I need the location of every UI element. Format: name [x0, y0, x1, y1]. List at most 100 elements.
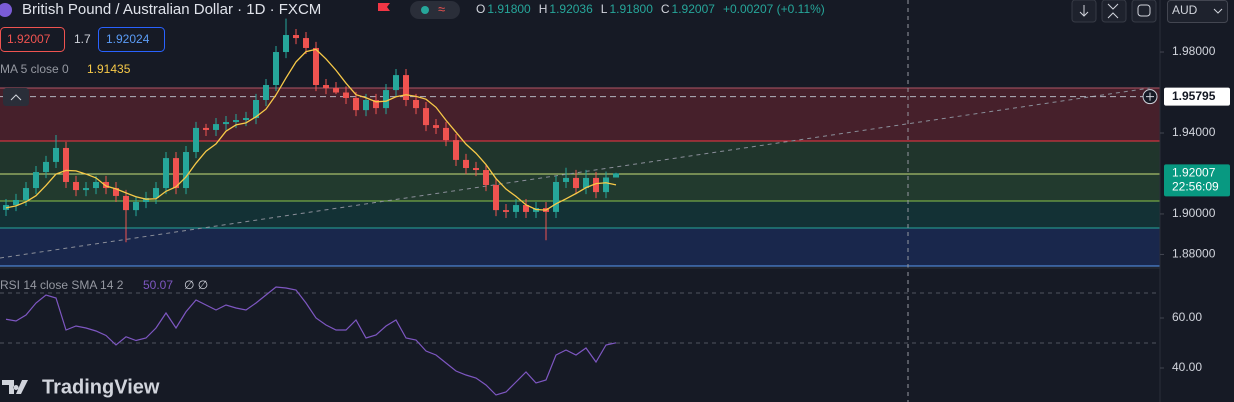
candle-body: [413, 99, 419, 109]
rsi-line: [5, 286, 617, 396]
icon: [1137, 4, 1151, 17]
candle-body: [13, 199, 19, 206]
last-price: 1.92007: [1172, 166, 1216, 180]
candle-body: [493, 185, 499, 211]
ohlc-key: O: [476, 2, 485, 16]
candle-body: [93, 181, 99, 189]
candle-body: [393, 75, 399, 91]
candle-body: [273, 52, 279, 86]
y-tick-label: 1.90000: [1172, 206, 1216, 220]
ohlc-key: L: [601, 2, 608, 16]
candle-body: [573, 177, 579, 189]
candle-body: [373, 99, 379, 109]
button[interactable]: [1131, 0, 1157, 23]
button[interactable]: [1101, 0, 1127, 23]
icon: [1079, 5, 1089, 17]
candle-body: [403, 75, 409, 100]
ohlc-value: 1.92007: [672, 2, 716, 16]
zone: [0, 174, 1160, 201]
candle-body: [113, 188, 119, 196]
rsi-extra: ∅ ∅: [184, 278, 208, 292]
toolbar: AUD: [1071, 0, 1228, 23]
logo-text: TradingView: [42, 376, 160, 398]
candle-body: [453, 140, 459, 160]
candle-body: [233, 120, 239, 123]
candle-body: [53, 147, 59, 162]
candle-body: [293, 35, 299, 39]
candle-body: [363, 99, 369, 111]
candle-body: [343, 92, 349, 98]
status-icon: ≈: [438, 1, 445, 16]
candle-body: [383, 90, 389, 109]
candle-body: [283, 35, 289, 53]
buy-price[interactable]: 1.92024: [106, 32, 150, 46]
candle-body: [83, 188, 89, 191]
zone: [0, 201, 1160, 228]
candle-body: [263, 85, 269, 100]
candle-body: [603, 177, 609, 193]
collapse-button[interactable]: [3, 88, 29, 106]
rsi-legend: RSI 14 close SMA 14 2: [0, 278, 124, 292]
currency-button[interactable]: [1167, 0, 1228, 23]
candle-body: [503, 210, 509, 212]
ohlc-key: H: [539, 2, 548, 16]
candle-body: [423, 108, 429, 126]
flag-icon[interactable]: [378, 3, 390, 11]
candle-body: [243, 118, 249, 121]
y-tick-label: 1.94000: [1172, 125, 1216, 139]
logo-mark: [2, 380, 28, 394]
y-tick-label: 60.00: [1172, 310, 1202, 324]
ohlc-key: C: [661, 2, 670, 16]
candle-body: [513, 205, 519, 212]
price-label: 1.95795: [1172, 89, 1216, 103]
collapse-icon: [10, 94, 22, 101]
candle-body: [103, 181, 109, 189]
candle-body: [553, 181, 559, 212]
candle-body: [313, 47, 319, 86]
candle-body: [473, 168, 479, 171]
countdown: 22:56:09: [1172, 180, 1219, 194]
candle-body: [133, 202, 139, 211]
icon: [1107, 3, 1119, 19]
symbol-title: British Pound / Australian Dollar · 1D ·…: [22, 1, 321, 18]
status-dot: [421, 6, 429, 14]
sell-price[interactable]: 1.92007: [7, 32, 51, 46]
candle-body: [173, 158, 179, 189]
candle-body: [333, 88, 339, 93]
candle-body: [443, 127, 449, 141]
sell-button[interactable]: [0, 27, 65, 52]
last-price-box: [1164, 164, 1230, 197]
y-tick-label: 1.98000: [1172, 44, 1216, 58]
ma-value: 1.91435: [87, 62, 131, 76]
candle-body: [433, 125, 439, 128]
candle-body: [193, 127, 199, 153]
candle-body: [563, 177, 569, 182]
fib-zones: [0, 87, 1160, 267]
candle-body: [23, 188, 29, 200]
ohlc-value: 1.91800: [487, 2, 531, 16]
ohlc-value: 1.91800: [609, 2, 653, 16]
candle-body: [213, 124, 219, 130]
candle-body: [123, 195, 129, 211]
candle-body: [143, 197, 149, 203]
zone: [0, 88, 1160, 141]
candle-body: [33, 172, 39, 189]
candle-body: [613, 173, 619, 178]
plot: [0, 18, 1160, 396]
candle-body: [43, 161, 49, 173]
candle-body: [183, 152, 189, 189]
y-tick-label: 1.88000: [1172, 247, 1216, 261]
trend-line: [0, 87, 1151, 259]
ohlc: O 1.91800 H 1.92036 L 1.91800 C 1.92007: [476, 2, 715, 16]
ohlc-value: 1.92036: [549, 2, 593, 16]
candle-body: [593, 177, 599, 193]
candle-body: [223, 122, 229, 125]
currency[interactable]: AUD: [1172, 3, 1198, 17]
zone: [0, 228, 1160, 266]
buy-button[interactable]: [98, 27, 165, 52]
candle-body: [583, 177, 589, 189]
candle-body: [253, 99, 259, 119]
symbol-icon: [0, 3, 12, 17]
